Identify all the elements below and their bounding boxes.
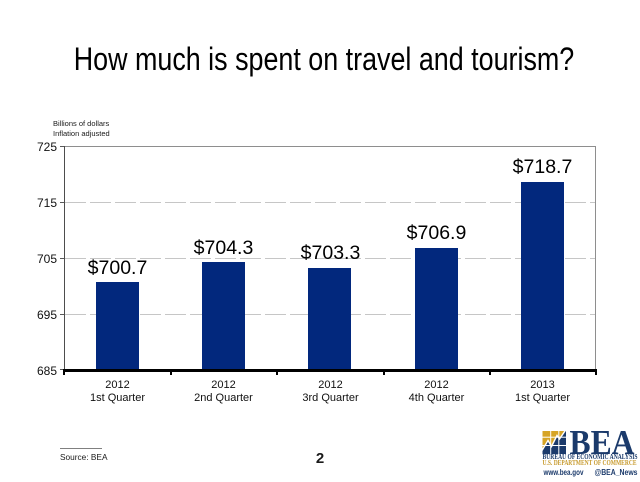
svg-text:U.S. DEPARTMENT OF COMMERCE: U.S. DEPARTMENT OF COMMERCE [543,460,637,467]
svg-text:BUREAU OF ECONOMIC ANALYSIS: BUREAU OF ECONOMIC ANALYSIS [543,454,638,461]
svg-text:www.bea.gov: www.bea.gov [543,468,584,477]
svg-text:@BEA_News: @BEA_News [595,468,638,477]
svg-text:BEA: BEA [570,430,636,462]
